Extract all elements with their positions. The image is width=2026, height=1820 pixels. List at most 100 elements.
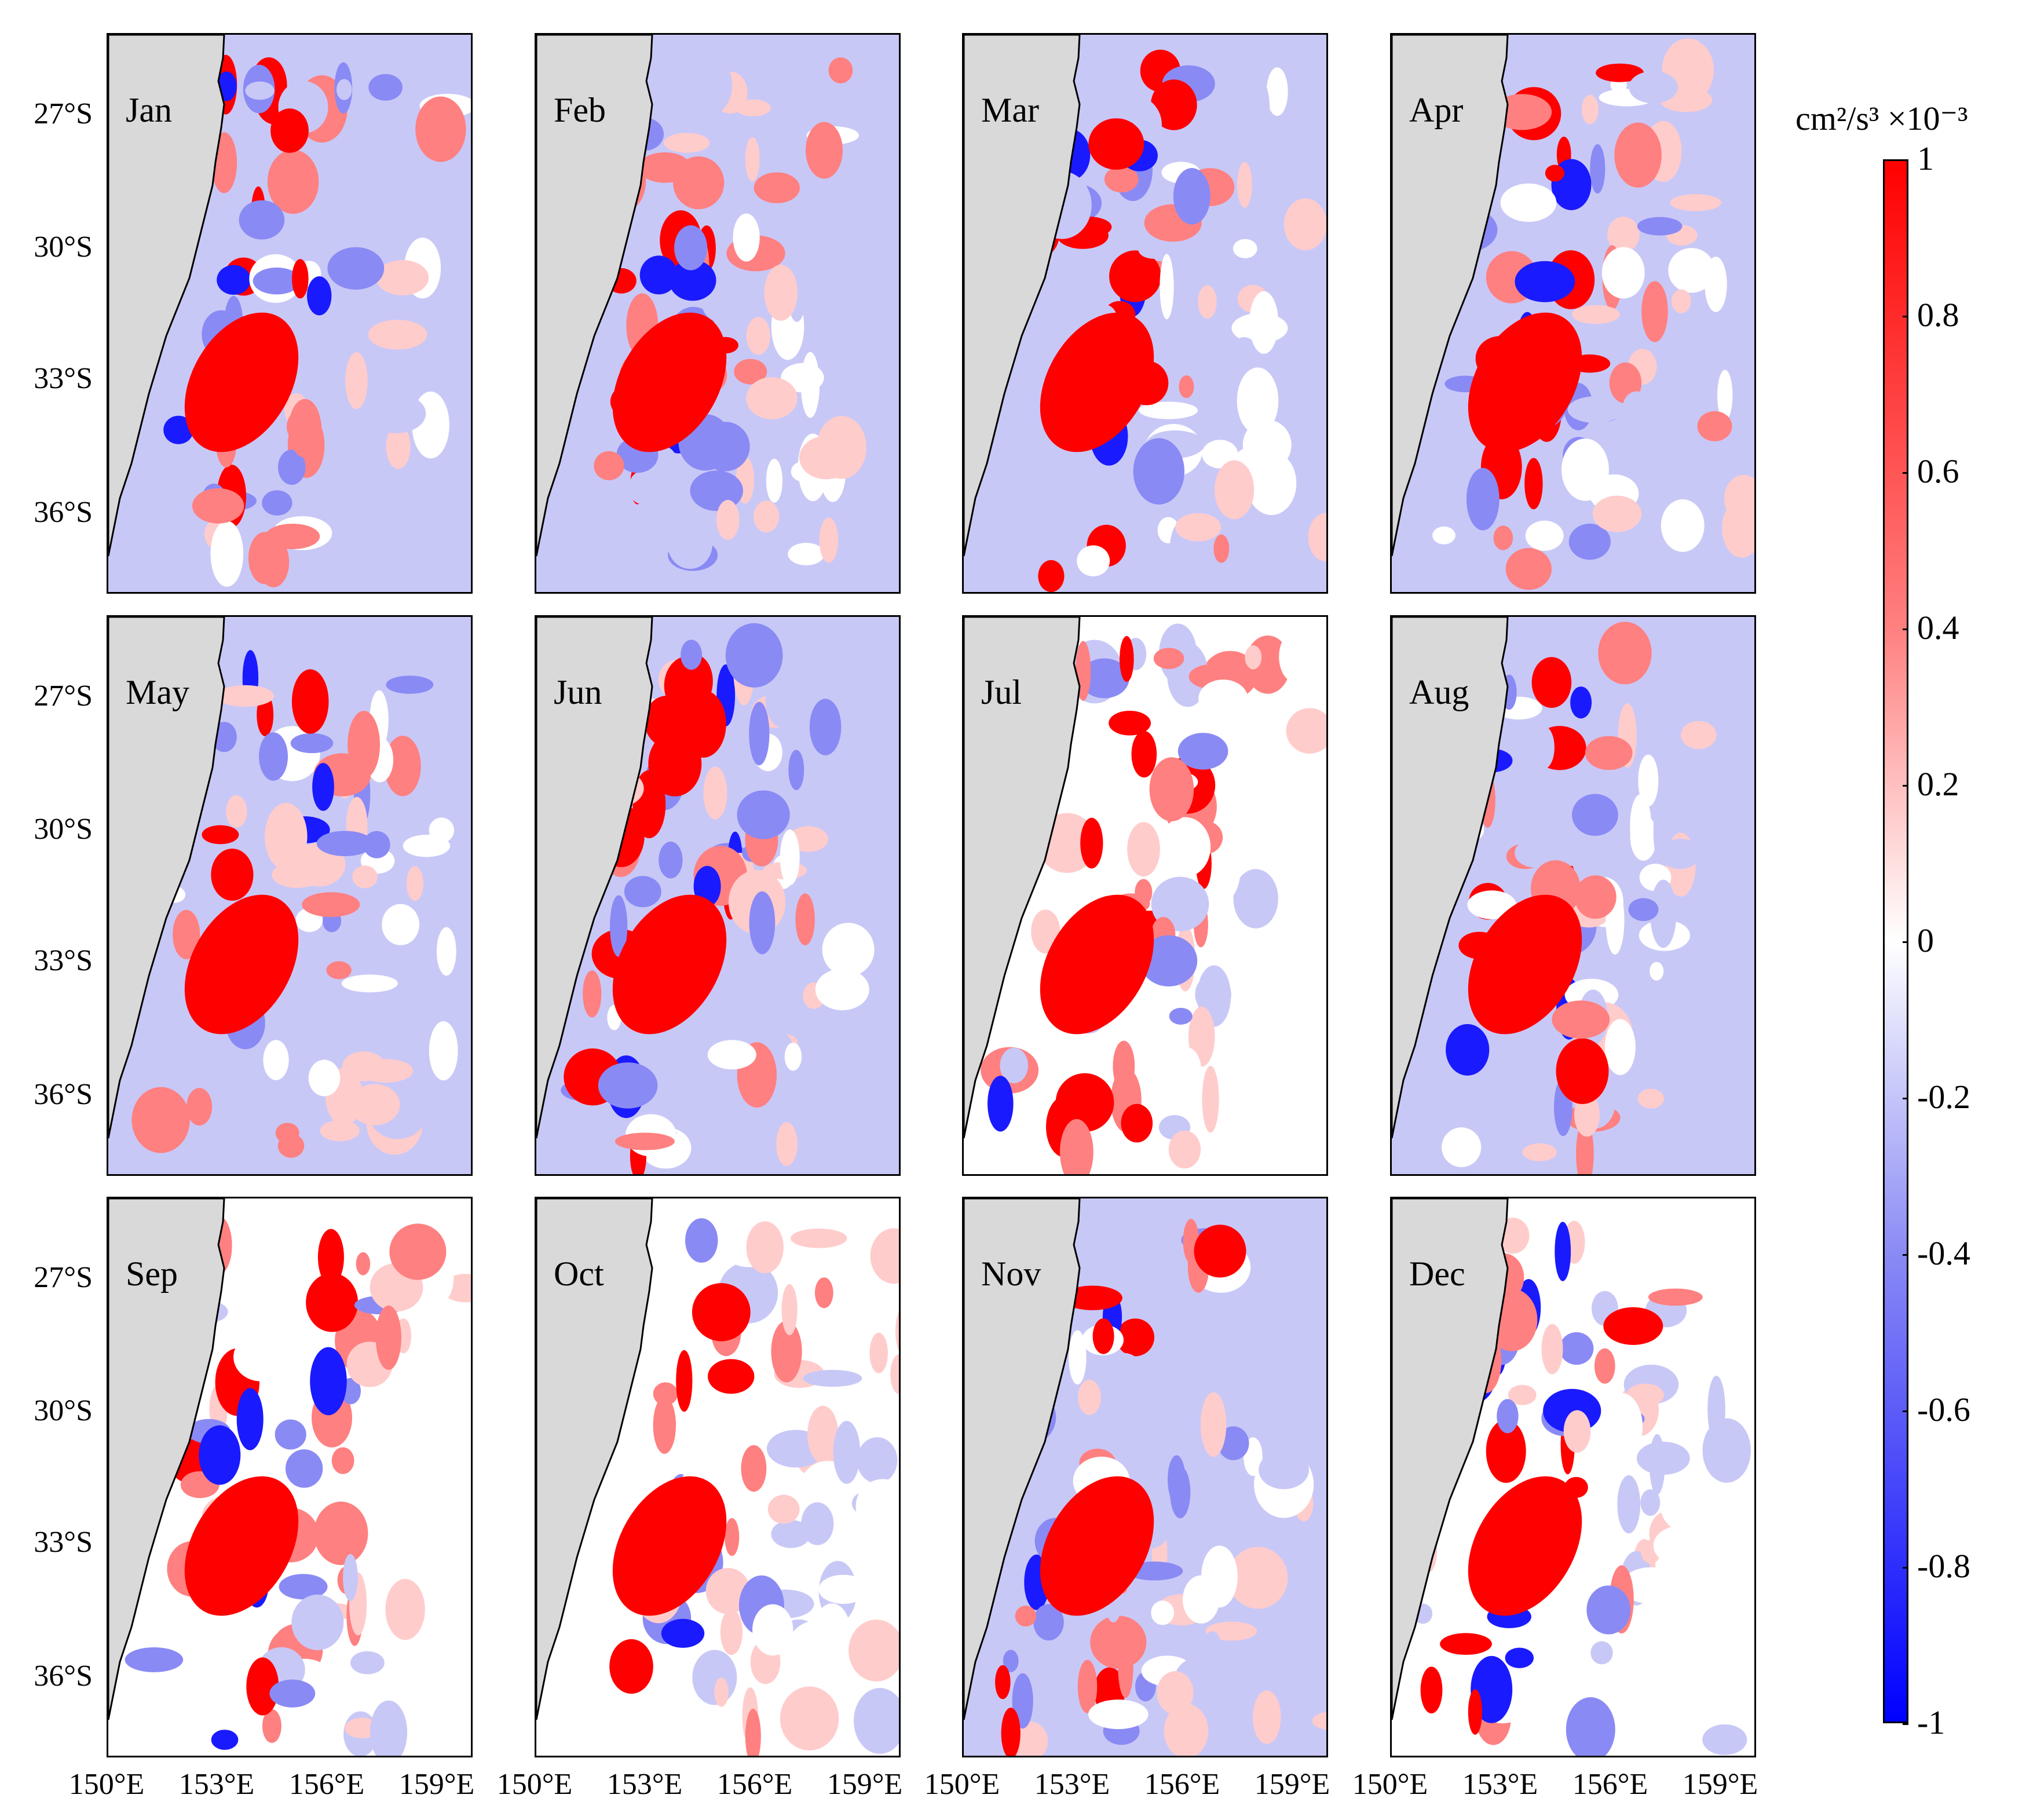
eddy-blob <box>1109 711 1151 736</box>
eddy-blob <box>1531 1693 1551 1735</box>
eddy-blob <box>1446 1024 1490 1076</box>
eddy-blob <box>674 225 708 271</box>
eddy-blob <box>869 1332 888 1373</box>
month-label: Jan <box>126 91 172 129</box>
eddy-blob <box>291 1594 344 1650</box>
colorbar-tick-mark <box>1903 472 1908 474</box>
eddy-blob <box>1088 1700 1149 1730</box>
eddy-blob <box>384 736 421 796</box>
eddy-blob <box>1279 631 1312 683</box>
eddy-blob <box>263 1040 289 1080</box>
eddy-blob <box>376 260 429 295</box>
eddy-blob <box>406 866 424 901</box>
eddy-blob <box>1420 1666 1443 1714</box>
eddy-blob <box>285 1449 323 1488</box>
eddy-blob <box>317 1229 344 1285</box>
eddy-blob <box>1237 162 1252 208</box>
eddy-blob <box>436 927 456 976</box>
colorbar-tick-label: 0 <box>1917 922 1934 959</box>
eddy-blob <box>307 276 332 316</box>
map-field <box>108 35 471 592</box>
eddy-blob <box>1003 1650 1019 1672</box>
eddy-blob <box>1648 1288 1703 1306</box>
lon-tick-label: 150°E <box>496 1768 573 1801</box>
eddy-blob <box>1555 1222 1571 1281</box>
eddy-blob <box>995 1665 1011 1700</box>
eddy-blob <box>1641 281 1668 342</box>
australia-landmass <box>108 35 225 557</box>
eddy-blob <box>202 825 239 845</box>
eddy-blob <box>857 1437 898 1483</box>
australia-landmass <box>108 1198 225 1720</box>
eddy-blob <box>1697 411 1732 441</box>
eddy-blob <box>624 876 661 908</box>
colorbar-tick-label: -0.6 <box>1917 1391 1970 1428</box>
eddy-blob <box>791 1229 847 1248</box>
eddy-blob <box>275 1419 306 1450</box>
colorbar-tick-mark <box>1903 316 1908 317</box>
lon-tick-label: 156°E <box>716 1768 793 1801</box>
eddy-blob <box>1078 1379 1101 1415</box>
eddy-blob <box>1668 248 1715 293</box>
eddy-blob <box>628 471 654 505</box>
eddy-blob <box>1563 1410 1591 1453</box>
eddy-blob <box>822 923 875 977</box>
eddy-blob <box>370 1700 408 1756</box>
eddy-blob <box>1467 890 1516 919</box>
eddy-blob <box>828 57 853 83</box>
eddy-blob <box>1660 1480 1710 1532</box>
eddy-blob <box>1659 838 1700 869</box>
map-panel-sep: Sep <box>107 1197 473 1757</box>
colorbar-tick-mark <box>1903 941 1908 943</box>
eddy-blob <box>326 961 352 980</box>
eddy-blob <box>236 1388 264 1450</box>
eddy-blob <box>186 1088 213 1126</box>
eddy-blob <box>366 393 426 434</box>
lat-tick-label: 36°S <box>34 496 93 529</box>
eddy-blob <box>1159 817 1211 878</box>
eddy-blob <box>1015 1606 1037 1627</box>
eddy-blob <box>1038 560 1065 592</box>
eddy-blob <box>870 1228 899 1284</box>
eddy-blob <box>754 172 800 203</box>
eddy-blob <box>1131 730 1157 778</box>
eke-core <box>1468 1476 1582 1616</box>
eddy-blob <box>746 377 798 419</box>
eddy-blob <box>1556 1038 1609 1104</box>
eddy-blob <box>725 1518 740 1556</box>
eddy-blob <box>733 213 760 262</box>
eddy-blob <box>1308 513 1326 561</box>
eddy-blob <box>1169 523 1190 585</box>
map-field <box>964 617 1326 1174</box>
eddy-blob <box>833 1421 861 1484</box>
eddy-blob <box>291 669 329 734</box>
eddy-blob <box>781 1284 798 1336</box>
eke-core <box>612 312 727 452</box>
eddy-blob <box>1242 419 1292 470</box>
eddy-blob <box>349 1084 400 1125</box>
eddy-blob <box>270 108 309 153</box>
eddy-blob <box>1603 1307 1663 1345</box>
eddy-blob <box>746 317 770 355</box>
eddy-blob <box>342 1051 385 1081</box>
eddy-blob <box>1559 1332 1594 1365</box>
eke-core <box>1468 312 1582 452</box>
lat-tick-label: 33°S <box>34 362 93 395</box>
eddy-blob <box>1179 375 1194 399</box>
eddy-blob <box>1185 374 1230 432</box>
eddy-blob <box>1607 217 1640 253</box>
eddy-blob <box>1183 1575 1220 1624</box>
eddy-blob <box>669 260 716 301</box>
eddy-blob <box>764 265 798 321</box>
eddy-blob <box>1621 1567 1681 1604</box>
eddy-blob <box>1233 869 1278 929</box>
eddy-blob <box>348 711 380 779</box>
eddy-blob <box>667 519 712 569</box>
eddy-blob <box>1598 622 1652 685</box>
eddy-blob <box>1012 1722 1048 1756</box>
eddy-blob <box>1233 239 1257 258</box>
eddy-blob <box>1596 63 1644 82</box>
eddy-blob <box>1118 1638 1133 1698</box>
eddy-blob <box>1671 289 1691 313</box>
